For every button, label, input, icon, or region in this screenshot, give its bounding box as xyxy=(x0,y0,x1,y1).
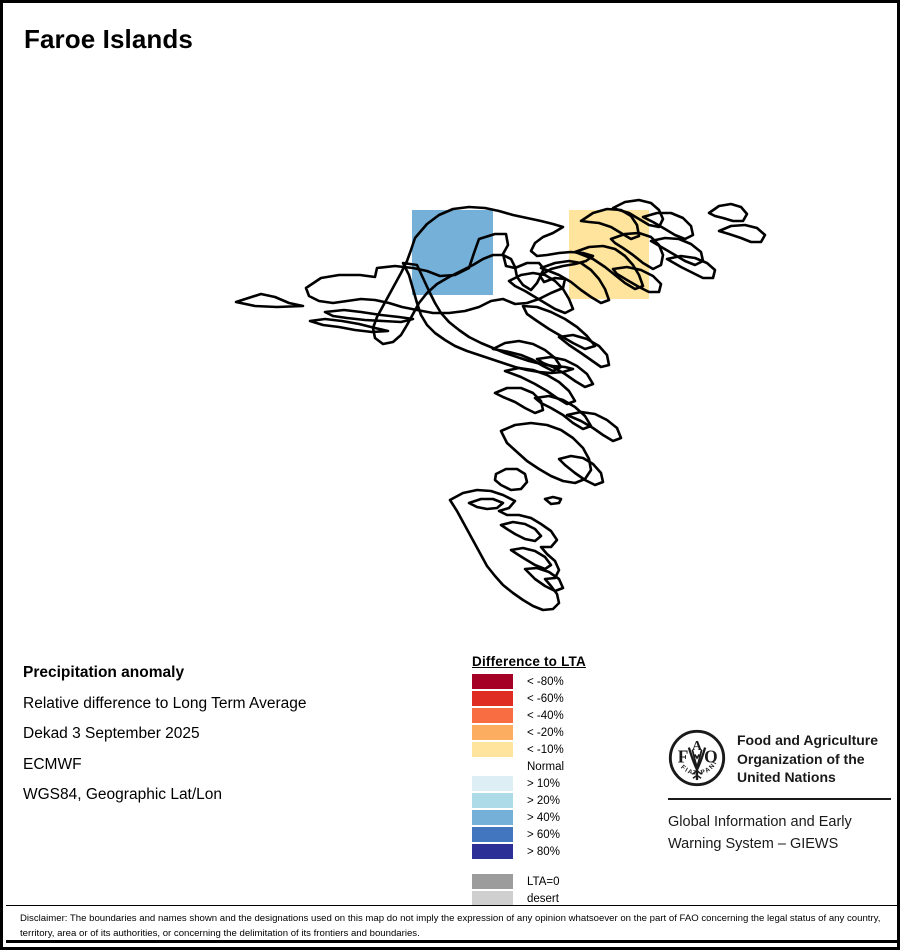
legend-entry-label: > 20% xyxy=(527,794,560,807)
legend-extra-entry-swatch xyxy=(472,874,513,889)
legend: Difference to LTA < -80% < -60% < -40% < -2… xyxy=(472,654,647,907)
legend-entry-swatch xyxy=(472,725,513,740)
legend-entry-row[interactable]: < -20% xyxy=(472,724,647,741)
legend-entry-label: < -40% xyxy=(527,709,564,722)
legend-extra-entry-label: LTA=0 xyxy=(527,875,560,888)
legend-entry-swatch xyxy=(472,691,513,706)
metadata-line-projection: WGS84, Geographic Lat/Lon xyxy=(23,786,223,803)
legend-entry-label: > 60% xyxy=(527,828,560,841)
fao-logo-icon: F A O FIAT PANIS xyxy=(668,729,726,787)
legend-extra-entry-row[interactable]: LTA=0 xyxy=(472,873,647,890)
metadata-line-description: Relative difference to Long Term Average xyxy=(23,694,307,712)
legend-entry-row[interactable]: < -80% xyxy=(472,673,647,690)
legend-entry-swatch xyxy=(472,759,513,774)
legend-entries: < -80% < -60% < -40% < -20% < -10% Normal > 10… xyxy=(472,673,647,860)
legend-entry-row[interactable]: > 20% xyxy=(472,792,647,809)
legend-entry-row[interactable]: > 60% xyxy=(472,826,647,843)
svg-text:F: F xyxy=(678,747,689,767)
legend-entry-label: < -20% xyxy=(527,726,564,739)
legend-entry-label: < -10% xyxy=(527,743,564,756)
svg-text:A: A xyxy=(692,739,702,754)
legend-spacer xyxy=(472,860,647,873)
map-canvas[interactable] xyxy=(3,63,897,623)
disclaimer-text: Disclaimer: The boundaries and names sho… xyxy=(20,913,881,939)
legend-extra-entry-row[interactable]: desert xyxy=(472,890,647,907)
legend-extra-entries: LTA=0 desert xyxy=(472,873,647,907)
giews-subtitle: Global Information and Early Warning Sys… xyxy=(668,814,852,852)
legend-entry-label: Normal xyxy=(527,760,565,773)
legend-entry-label: > 80% xyxy=(527,845,560,858)
legend-entry-swatch xyxy=(472,844,513,859)
anomaly-cells xyxy=(412,210,649,299)
legend-entry-swatch xyxy=(472,827,513,842)
legend-entry-label: < -60% xyxy=(527,692,564,705)
metadata-line-product: Precipitation anomaly xyxy=(23,664,185,681)
legend-entry-label: < -80% xyxy=(527,675,564,688)
legend-entry-label: > 10% xyxy=(527,777,560,790)
legend-entry-row[interactable]: > 40% xyxy=(472,809,647,826)
legend-entry-row[interactable]: Normal xyxy=(472,758,647,775)
legend-entry-row[interactable]: < -40% xyxy=(472,707,647,724)
fao-organization-name: Food and Agriculture Organization of the… xyxy=(737,732,879,785)
svg-text:O: O xyxy=(704,747,718,767)
bottom-border xyxy=(6,940,897,943)
fao-divider xyxy=(668,798,891,800)
legend-entry-swatch xyxy=(472,776,513,791)
metadata-line-period: Dekad 3 September 2025 xyxy=(23,725,200,742)
legend-entry-row[interactable]: < -10% xyxy=(472,741,647,758)
legend-title: Difference to LTA xyxy=(472,654,586,669)
legend-extra-entry-swatch xyxy=(472,891,513,906)
legend-entry-swatch xyxy=(472,793,513,808)
legend-entry-label: > 40% xyxy=(527,811,560,824)
coastline-outlines xyxy=(234,198,767,612)
legend-entry-swatch xyxy=(472,810,513,825)
legend-entry-row[interactable]: > 10% xyxy=(472,775,647,792)
legend-extra-entry-label: desert xyxy=(527,892,559,905)
legend-entry-swatch xyxy=(472,708,513,723)
legend-entry-swatch xyxy=(472,742,513,757)
page-title: Faroe Islands xyxy=(24,24,193,54)
metadata-block: Precipitation anomaly Relative differenc… xyxy=(23,658,443,811)
legend-entry-swatch xyxy=(472,674,513,689)
legend-entry-row[interactable]: > 80% xyxy=(472,843,647,860)
disclaimer-divider xyxy=(6,905,897,906)
fao-branding: F A O FIAT PANIS Food and Agriculture Or… xyxy=(668,729,893,855)
legend-entry-row[interactable]: < -60% xyxy=(472,690,647,707)
metadata-line-source: ECMWF xyxy=(23,755,82,773)
